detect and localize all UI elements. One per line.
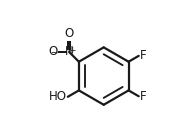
Text: O: O xyxy=(48,45,58,59)
Text: −: − xyxy=(50,47,57,56)
Text: O: O xyxy=(65,27,74,40)
Text: F: F xyxy=(140,90,146,103)
Text: N: N xyxy=(65,45,74,59)
Text: F: F xyxy=(140,49,146,62)
Text: HO: HO xyxy=(49,90,67,103)
Text: +: + xyxy=(68,46,75,55)
